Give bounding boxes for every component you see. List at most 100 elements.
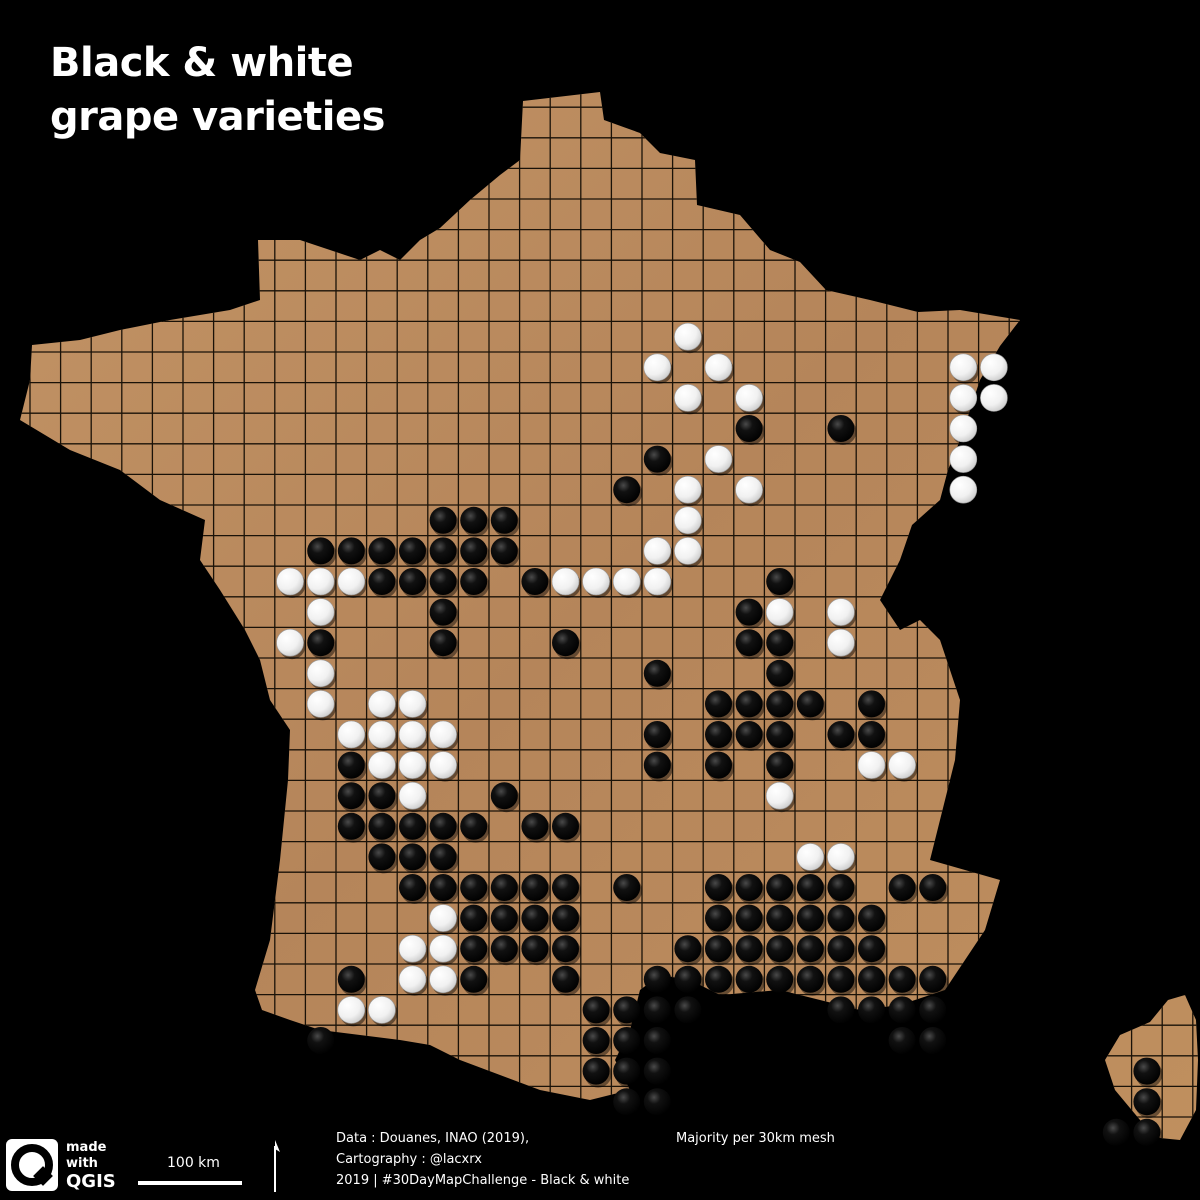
white-grape-stone — [827, 598, 855, 626]
black-grape-stone — [307, 1027, 335, 1054]
black-grape-stone — [552, 812, 579, 840]
white-grape-stone — [429, 751, 457, 779]
black-grape-stone — [766, 965, 794, 993]
north-arrow-icon — [274, 1140, 280, 1192]
white-grape-stone — [429, 720, 457, 749]
black-grape-stone — [643, 1057, 671, 1085]
black-grape-stone — [919, 1027, 947, 1054]
black-grape-stone — [490, 935, 518, 963]
white-grape-stone — [857, 751, 886, 779]
black-grape-stone — [766, 568, 794, 595]
black-grape-stone — [460, 904, 488, 932]
black-grape-stone — [307, 537, 335, 565]
white-grape-stone — [429, 934, 457, 963]
black-grape-stone — [827, 415, 855, 442]
black-grape-stone — [643, 751, 671, 779]
white-grape-stone — [398, 781, 427, 810]
black-grape-stone — [735, 629, 763, 657]
black-grape-stone — [643, 965, 671, 993]
black-grape-stone — [796, 965, 824, 993]
white-grape-stone — [827, 628, 855, 657]
black-grape-stone — [552, 629, 579, 657]
white-grape-stone — [980, 384, 1008, 412]
black-grape-stone — [368, 782, 396, 810]
black-grape-stone — [766, 721, 794, 748]
white-grape-stone — [888, 751, 916, 779]
white-grape-stone — [306, 567, 335, 596]
white-grape-stone — [704, 353, 733, 382]
logo-line-qgis: QGIS — [66, 1171, 116, 1192]
black-grape-stone — [582, 1057, 610, 1085]
black-grape-stone — [337, 965, 365, 993]
white-grape-stone — [674, 322, 702, 351]
black-grape-stone — [705, 690, 732, 718]
black-grape-stone — [643, 659, 671, 687]
black-grape-stone — [521, 935, 549, 963]
black-grape-stone — [399, 843, 426, 871]
black-grape-stone — [796, 874, 824, 901]
black-grape-stone — [827, 996, 855, 1024]
white-grape-stone — [735, 384, 763, 412]
white-grape-stone — [276, 567, 304, 596]
white-grape-stone — [674, 506, 702, 535]
scale-bar-label: 100 km — [167, 1155, 220, 1171]
credits-data-source: Data : Douanes, INAO (2019), — [336, 1131, 530, 1146]
black-grape-stone — [368, 537, 396, 565]
white-grape-stone — [643, 353, 672, 382]
black-grape-stone — [337, 537, 365, 565]
map-title: Black & white grape varieties — [50, 40, 385, 140]
black-grape-stone — [766, 904, 794, 932]
black-grape-stone — [429, 812, 457, 840]
black-grape-stone — [827, 935, 855, 963]
white-grape-stone — [337, 567, 366, 596]
white-grape-stone — [674, 475, 702, 504]
white-grape-stone — [949, 414, 978, 443]
white-grape-stone — [949, 353, 978, 382]
black-grape-stone — [613, 1088, 641, 1116]
black-grape-stone — [368, 568, 396, 595]
black-grape-stone — [766, 659, 794, 687]
white-grape-stone — [674, 384, 702, 412]
black-grape-stone — [490, 537, 518, 565]
white-grape-stone — [429, 965, 457, 994]
black-grape-stone — [368, 812, 396, 840]
credits-cartography: Cartography : @lacxrx — [336, 1152, 482, 1167]
white-grape-stone — [398, 751, 427, 779]
black-grape-stone — [858, 996, 885, 1024]
black-grape-stone — [766, 935, 794, 963]
black-grape-stone — [613, 1057, 641, 1085]
black-grape-stone — [735, 965, 763, 993]
black-grape-stone — [735, 874, 763, 901]
black-grape-stone — [429, 568, 457, 595]
white-grape-stone — [612, 567, 641, 596]
black-grape-stone — [796, 935, 824, 963]
white-grape-stone — [368, 690, 396, 718]
black-grape-stone — [521, 568, 549, 595]
black-grape-stone — [705, 965, 732, 993]
white-grape-stone — [643, 567, 672, 596]
black-grape-stone — [1133, 1118, 1161, 1146]
black-grape-stone — [521, 874, 549, 901]
white-grape-stone — [949, 445, 978, 473]
white-grape-stone — [980, 353, 1008, 382]
white-grape-stone — [765, 598, 794, 626]
black-grape-stone — [399, 568, 426, 595]
black-grape-stone — [490, 874, 518, 901]
black-grape-stone — [429, 537, 457, 565]
qgis-logo: made with QGIS — [6, 1139, 116, 1192]
black-grape-stone — [552, 935, 579, 963]
black-grape-stone — [1102, 1118, 1130, 1146]
white-grape-stone — [398, 934, 427, 963]
black-grape-stone — [490, 506, 518, 534]
white-grape-stone — [337, 720, 366, 749]
black-grape-stone — [1133, 1088, 1161, 1116]
black-grape-stone — [674, 996, 702, 1024]
black-grape-stone — [919, 874, 947, 901]
white-grape-stone — [398, 690, 427, 718]
black-grape-stone — [796, 904, 824, 932]
black-grape-stone — [429, 506, 457, 534]
black-grape-stone — [766, 874, 794, 901]
black-grape-stone — [552, 874, 579, 901]
black-grape-stone — [521, 904, 549, 932]
black-grape-stone — [735, 904, 763, 932]
